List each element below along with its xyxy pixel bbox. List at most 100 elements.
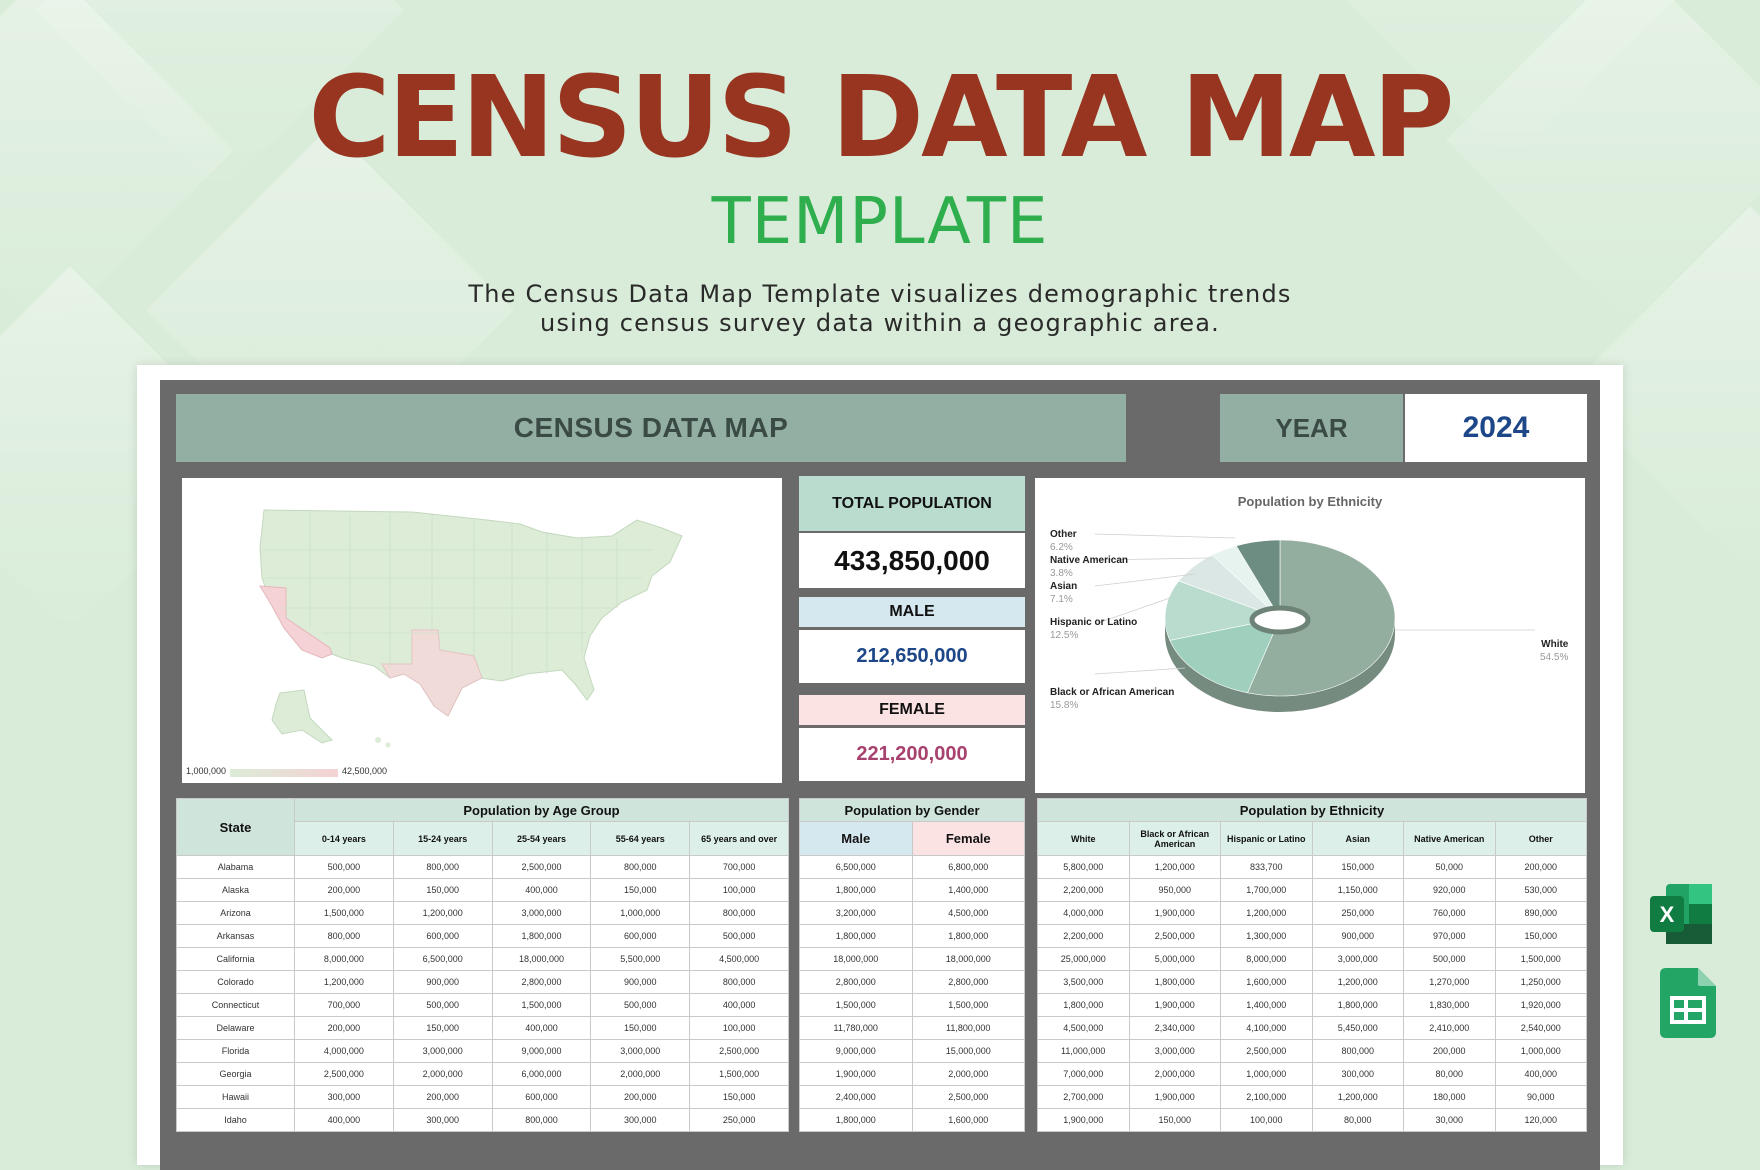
gender-cell[interactable]: 9,000,000 [799, 1039, 913, 1063]
age-cell[interactable]: 900,000 [590, 970, 691, 994]
ethnicity-cell[interactable]: 4,500,000 [1037, 1016, 1130, 1040]
age-cell[interactable]: 150,000 [590, 878, 691, 902]
ethnicity-cell[interactable]: 1,800,000 [1037, 993, 1130, 1017]
gender-cell[interactable]: 1,800,000 [799, 878, 913, 902]
ethnicity-cell[interactable]: 100,000 [1220, 1108, 1313, 1132]
pie-slice-white[interactable] [1247, 539, 1396, 697]
age-cell[interactable]: 300,000 [294, 1085, 394, 1109]
age-cell[interactable]: 500,000 [392, 993, 493, 1017]
ethnicity-cell[interactable]: 2,000,000 [1128, 1062, 1221, 1086]
ethnicity-cell[interactable]: 2,200,000 [1037, 878, 1130, 902]
age-cell[interactable]: 3,000,000 [491, 901, 592, 925]
gender-cell[interactable]: 18,000,000 [911, 947, 1025, 971]
ethnicity-cell[interactable]: 200,000 [1494, 855, 1587, 879]
age-cell[interactable]: 200,000 [590, 1085, 691, 1109]
age-cell[interactable]: 600,000 [392, 924, 493, 948]
ethnicity-cell[interactable]: 1,900,000 [1037, 1108, 1130, 1132]
ethnicity-cell[interactable]: 970,000 [1403, 924, 1496, 948]
ethnicity-cell[interactable]: 760,000 [1403, 901, 1496, 925]
age-cell[interactable]: 400,000 [689, 993, 789, 1017]
age-cell[interactable]: 2,500,000 [491, 855, 592, 879]
ethnicity-cell[interactable]: 833,700 [1220, 855, 1313, 879]
age-cell[interactable]: 600,000 [590, 924, 691, 948]
pie-slice-black-or-african-american[interactable] [1169, 617, 1281, 694]
ethnicity-cell[interactable]: 1,250,000 [1494, 970, 1587, 994]
ethnicity-cell[interactable]: 2,100,000 [1220, 1085, 1313, 1109]
google-sheets-icon[interactable] [1660, 968, 1716, 1038]
age-cell[interactable]: 300,000 [392, 1108, 493, 1132]
ethnicity-cell[interactable]: 1,150,000 [1311, 878, 1404, 902]
age-cell[interactable]: 8,000,000 [294, 947, 394, 971]
ethnicity-cell[interactable]: 530,000 [1494, 878, 1587, 902]
ethnicity-cell[interactable]: 1,500,000 [1494, 947, 1587, 971]
ethnicity-cell[interactable]: 150,000 [1128, 1108, 1221, 1132]
ethnicity-cell[interactable]: 1,300,000 [1220, 924, 1313, 948]
state-cell[interactable]: Delaware [176, 1016, 295, 1040]
age-cell[interactable]: 400,000 [491, 1016, 592, 1040]
ethnicity-cell[interactable]: 1,700,000 [1220, 878, 1313, 902]
gender-cell[interactable]: 3,200,000 [799, 901, 913, 925]
gender-cell[interactable]: 6,800,000 [911, 855, 1025, 879]
age-cell[interactable]: 2,800,000 [491, 970, 592, 994]
ethnicity-cell[interactable]: 5,800,000 [1037, 855, 1130, 879]
year-value[interactable]: 2024 [1405, 394, 1587, 462]
age-cell[interactable]: 2,500,000 [689, 1039, 789, 1063]
ethnicity-cell[interactable]: 2,540,000 [1494, 1016, 1587, 1040]
age-cell[interactable]: 5,500,000 [590, 947, 691, 971]
gender-cell[interactable]: 1,800,000 [799, 924, 913, 948]
ethnicity-cell[interactable]: 200,000 [1403, 1039, 1496, 1063]
state-cell[interactable]: Hawaii [176, 1085, 295, 1109]
ethnicity-cell[interactable]: 4,000,000 [1037, 901, 1130, 925]
ethnicity-cell[interactable]: 2,340,000 [1128, 1016, 1221, 1040]
ethnicity-cell[interactable]: 1,200,000 [1311, 1085, 1404, 1109]
ethnicity-cell[interactable]: 900,000 [1311, 924, 1404, 948]
state-cell[interactable]: Connecticut [176, 993, 295, 1017]
state-cell[interactable]: Colorado [176, 970, 295, 994]
age-cell[interactable]: 800,000 [491, 1108, 592, 1132]
ethnicity-cell[interactable]: 2,500,000 [1220, 1039, 1313, 1063]
ethnicity-cell[interactable]: 3,500,000 [1037, 970, 1130, 994]
ethnicity-cell[interactable]: 500,000 [1403, 947, 1496, 971]
ethnicity-cell[interactable]: 800,000 [1311, 1039, 1404, 1063]
pie-slice-other[interactable] [1235, 539, 1281, 620]
pie-slice-hispanic-or-latino[interactable] [1164, 580, 1282, 641]
state-cell[interactable]: Georgia [176, 1062, 295, 1086]
age-cell[interactable]: 400,000 [491, 878, 592, 902]
age-cell[interactable]: 700,000 [294, 993, 394, 1017]
ethnicity-cell[interactable]: 80,000 [1311, 1108, 1404, 1132]
ethnicity-cell[interactable]: 1,400,000 [1220, 993, 1313, 1017]
ethnicity-cell[interactable]: 300,000 [1311, 1062, 1404, 1086]
age-cell[interactable]: 1,200,000 [294, 970, 394, 994]
gender-cell[interactable]: 1,500,000 [799, 993, 913, 1017]
ethnicity-cell[interactable]: 1,200,000 [1128, 855, 1221, 879]
age-cell[interactable]: 400,000 [294, 1108, 394, 1132]
ethnicity-cell[interactable]: 920,000 [1403, 878, 1496, 902]
age-cell[interactable]: 800,000 [689, 970, 789, 994]
age-cell[interactable]: 3,000,000 [392, 1039, 493, 1063]
ethnicity-cell[interactable]: 1,600,000 [1220, 970, 1313, 994]
age-cell[interactable]: 2,000,000 [392, 1062, 493, 1086]
ethnicity-cell[interactable]: 1,900,000 [1128, 993, 1221, 1017]
ethnicity-cell[interactable]: 1,000,000 [1494, 1039, 1587, 1063]
ethnicity-cell[interactable]: 150,000 [1494, 924, 1587, 948]
ethnicity-cell[interactable]: 4,100,000 [1220, 1016, 1313, 1040]
ethnicity-cell[interactable]: 50,000 [1403, 855, 1496, 879]
ethnicity-cell[interactable]: 890,000 [1494, 901, 1587, 925]
age-cell[interactable]: 6,500,000 [392, 947, 493, 971]
ethnicity-cell[interactable]: 1,900,000 [1128, 901, 1221, 925]
ethnicity-cell[interactable]: 5,000,000 [1128, 947, 1221, 971]
ethnicity-cell[interactable]: 7,000,000 [1037, 1062, 1130, 1086]
age-cell[interactable]: 150,000 [590, 1016, 691, 1040]
ethnicity-cell[interactable]: 2,700,000 [1037, 1085, 1130, 1109]
age-cell[interactable]: 1,500,000 [491, 993, 592, 1017]
state-cell[interactable]: California [176, 947, 295, 971]
ethnicity-cell[interactable]: 3,000,000 [1311, 947, 1404, 971]
age-cell[interactable]: 2,500,000 [294, 1062, 394, 1086]
age-cell[interactable]: 3,000,000 [590, 1039, 691, 1063]
age-cell[interactable]: 800,000 [392, 855, 493, 879]
age-cell[interactable]: 150,000 [689, 1085, 789, 1109]
gender-cell[interactable]: 2,400,000 [799, 1085, 913, 1109]
age-cell[interactable]: 100,000 [689, 1016, 789, 1040]
age-cell[interactable]: 300,000 [590, 1108, 691, 1132]
gender-cell[interactable]: 11,800,000 [911, 1016, 1025, 1040]
